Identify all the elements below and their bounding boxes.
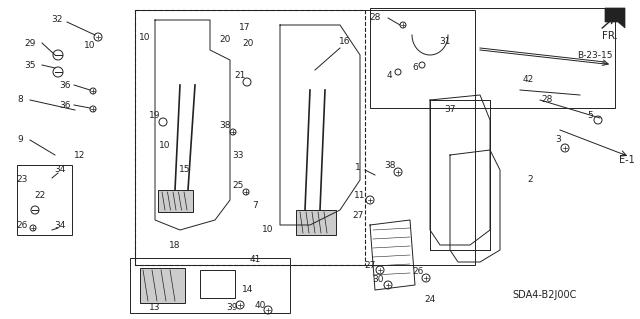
Text: 7: 7 (252, 201, 258, 210)
Text: 38: 38 (384, 160, 396, 169)
Text: 10: 10 (262, 226, 274, 234)
Text: 20: 20 (243, 40, 253, 48)
Text: 15: 15 (179, 166, 191, 174)
Bar (135, 10, 365, 265)
Text: 41: 41 (250, 256, 260, 264)
Text: 34: 34 (54, 166, 66, 174)
Text: 30: 30 (372, 276, 384, 285)
Text: 21: 21 (234, 70, 246, 79)
Text: 40: 40 (254, 300, 266, 309)
Bar (200, 270, 235, 298)
Text: 32: 32 (51, 16, 63, 25)
Text: 29: 29 (24, 39, 36, 48)
Text: 19: 19 (149, 110, 161, 120)
Text: SDA4-B2J00C: SDA4-B2J00C (513, 290, 577, 300)
Text: 27: 27 (352, 211, 364, 219)
Bar (296, 210, 336, 235)
Text: 23: 23 (16, 175, 28, 184)
Text: 33: 33 (232, 151, 244, 160)
Text: 34: 34 (54, 220, 66, 229)
Text: 10: 10 (84, 41, 96, 49)
Text: 10: 10 (159, 140, 171, 150)
Bar (17, 165, 72, 235)
Text: B-23-15: B-23-15 (577, 50, 612, 60)
Text: 26: 26 (16, 220, 28, 229)
Text: 28: 28 (369, 13, 381, 23)
Text: 31: 31 (439, 38, 451, 47)
Text: 14: 14 (243, 286, 253, 294)
Text: 37: 37 (444, 106, 456, 115)
Text: 11: 11 (355, 190, 365, 199)
Text: 13: 13 (149, 303, 161, 313)
Text: 18: 18 (169, 241, 180, 249)
Bar (135, 10, 475, 265)
Text: 28: 28 (541, 95, 553, 105)
Text: 5: 5 (587, 110, 593, 120)
Text: 1: 1 (355, 164, 361, 173)
Text: 20: 20 (220, 35, 230, 44)
Text: 35: 35 (24, 61, 36, 70)
Bar (158, 190, 193, 212)
Polygon shape (605, 8, 625, 28)
Text: 24: 24 (424, 295, 436, 305)
Text: 12: 12 (74, 151, 86, 160)
Text: 16: 16 (339, 38, 351, 47)
Text: 36: 36 (60, 100, 71, 109)
Text: 38: 38 (220, 121, 231, 130)
Text: 39: 39 (227, 303, 237, 313)
Text: 3: 3 (555, 136, 561, 145)
Text: 42: 42 (522, 76, 534, 85)
Text: 25: 25 (232, 181, 244, 189)
Text: E-1: E-1 (620, 155, 635, 165)
Text: FR.: FR. (602, 31, 618, 41)
Bar (370, 8, 615, 108)
Bar (130, 258, 290, 313)
Text: 6: 6 (412, 63, 418, 72)
Text: 4: 4 (386, 70, 392, 79)
Bar (140, 268, 185, 303)
Text: 27: 27 (364, 261, 376, 270)
Text: 17: 17 (239, 24, 251, 33)
Text: 2: 2 (527, 175, 533, 184)
Text: 36: 36 (60, 80, 71, 90)
Text: 26: 26 (412, 268, 424, 277)
Text: 22: 22 (35, 190, 45, 199)
Text: 8: 8 (17, 95, 23, 105)
Text: 9: 9 (17, 136, 23, 145)
Text: 10: 10 (140, 33, 151, 42)
